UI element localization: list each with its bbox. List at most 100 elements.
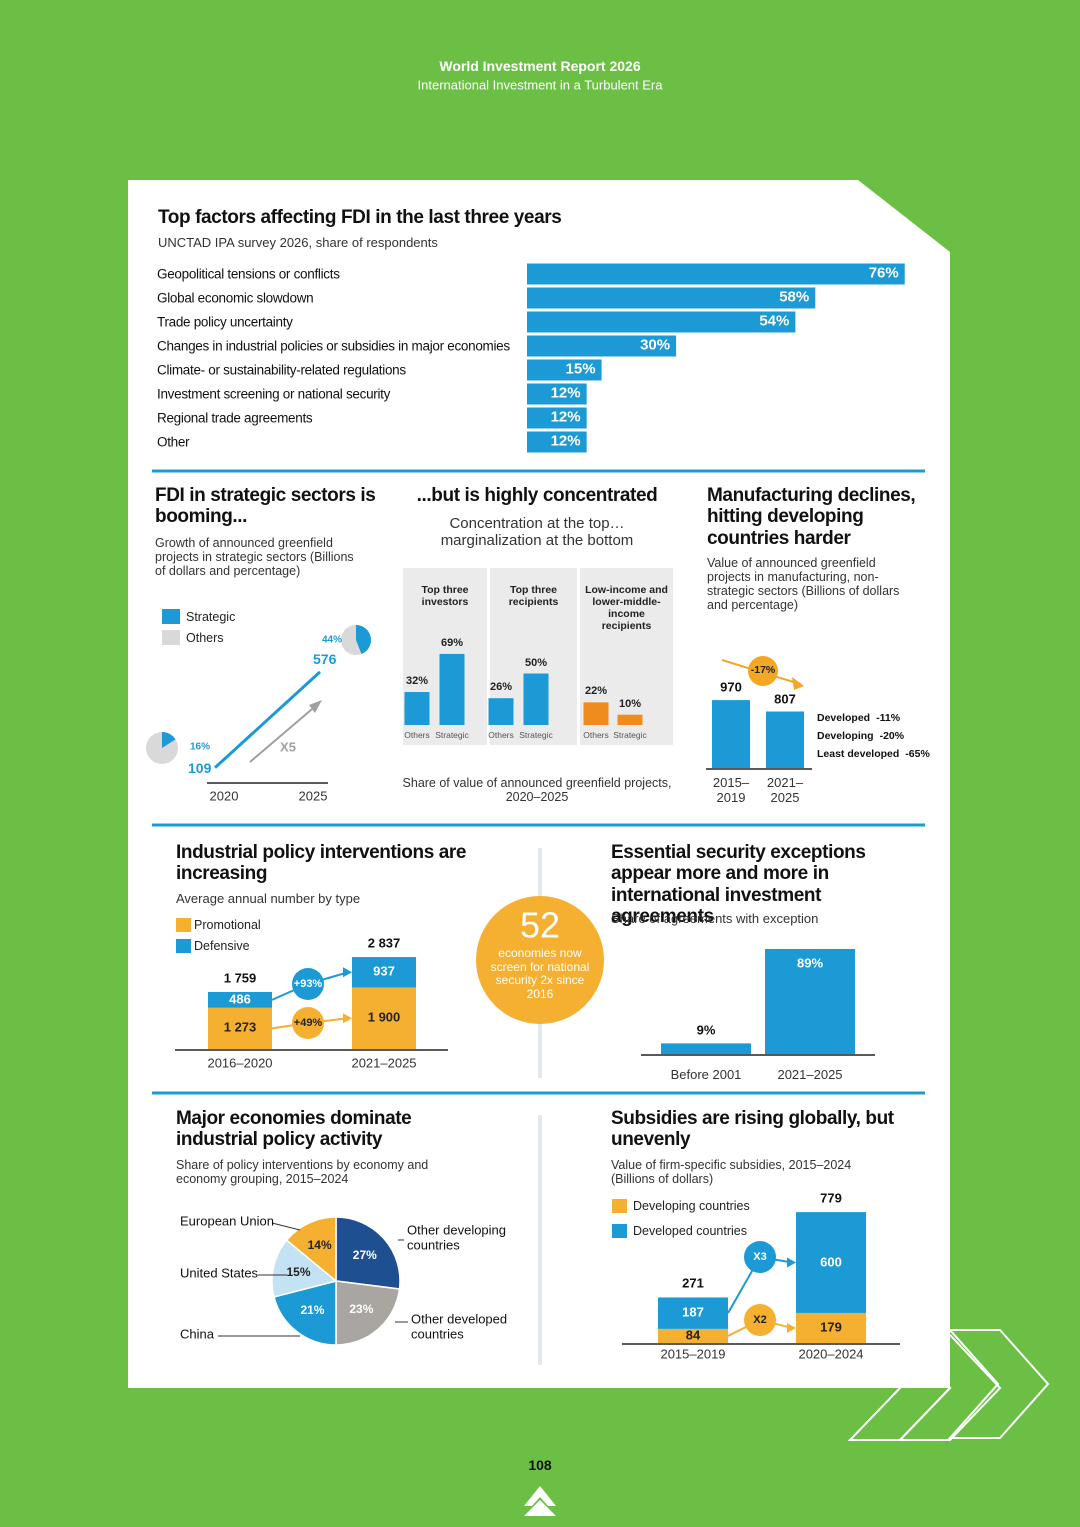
change-arrowhead (787, 1257, 796, 1268)
category-label: 2015–2019 (660, 1346, 726, 1362)
category-label: 2021–2025 (766, 775, 804, 805)
category-label: 2015–2019 (712, 775, 750, 805)
value-label: 12% (550, 408, 581, 426)
bar-segment (208, 992, 272, 1008)
annotation: X5 (280, 739, 296, 755)
slice-label: 27% (352, 1247, 377, 1262)
callout-text: economies now screen for national securi… (490, 946, 590, 1001)
category-label: Climate- or sustainability-related regul… (157, 362, 406, 378)
bar (527, 359, 602, 381)
change-label: -17% (750, 664, 776, 677)
category-label: Geopolitical tensions or conflicts (157, 266, 340, 282)
legend-swatch (162, 609, 180, 624)
total-label: 2 837 (367, 935, 401, 951)
chart-note: Share of value of announced greenfield p… (402, 775, 672, 804)
category-label: Other (157, 434, 190, 450)
group-label: Top three investors (421, 584, 469, 608)
value-label: 15% (565, 360, 596, 378)
legend-swatch (612, 1199, 627, 1213)
bar (661, 1043, 751, 1054)
bar (527, 287, 816, 309)
bar-segment (796, 1212, 866, 1313)
bar (404, 692, 430, 725)
value-label: 9% (696, 1023, 716, 1039)
line (213, 670, 322, 769)
bar-segment (796, 1312, 866, 1343)
bar (527, 431, 587, 453)
growth-arrow (249, 703, 319, 763)
white-panel (128, 180, 950, 1388)
chart-subtitle: Value of announced greenfield projects i… (707, 556, 900, 613)
bar-label: Others (404, 730, 430, 741)
chart-subtitle: UNCTAD IPA survey 2026, share of respond… (158, 235, 438, 250)
category-label: Global economic slowdown (157, 290, 314, 306)
pie-slice (335, 1216, 401, 1290)
breakdown-label: Developing (817, 730, 874, 743)
value-label: 89% (796, 955, 824, 971)
bar (439, 653, 465, 725)
page-number: 108 (528, 1457, 552, 1474)
category-label: Regional trade agreements (157, 410, 313, 426)
change-badge (748, 656, 778, 686)
chart-subtitle: Share of agreements with exception (611, 911, 819, 926)
chevrons (847, 1329, 1050, 1441)
bar (527, 383, 587, 405)
pie-slice (271, 1239, 338, 1298)
value-label: 58% (779, 288, 810, 306)
header-subtitle: International Investment in a Turbulent … (417, 77, 663, 93)
bar (488, 698, 514, 725)
slice-label: 23% (349, 1302, 374, 1317)
bar (712, 700, 750, 768)
slice-label: 21% (300, 1303, 325, 1318)
callout-number: 52 (519, 904, 561, 946)
category-label: Investment screening or national securit… (157, 386, 391, 402)
chart-subtitle: Average annual number by type (176, 891, 361, 906)
bar-label: Strategic (519, 730, 553, 741)
breakdown-row: Developing -20% (817, 730, 905, 743)
value-label: 600 (820, 1254, 842, 1270)
chart-subtitle: Growth of announced greenfield projects … (155, 536, 354, 579)
value-label: 26% (489, 681, 513, 694)
group-label: Top three recipients (508, 584, 559, 608)
total-label: 779 (820, 1190, 842, 1206)
pie-slice (285, 1216, 337, 1283)
category-label: 2021–2025 (351, 1055, 417, 1071)
bar-label: Strategic (613, 730, 647, 741)
bar-segment (208, 1007, 272, 1049)
x-tick-label: 2025 (298, 788, 328, 804)
category-label: Trade policy uncertainty (157, 314, 293, 330)
category-label: Other developed countries (411, 1311, 508, 1341)
chart-subtitle: Value of firm-specific subsidies, 2015–2… (611, 1158, 852, 1187)
value-label: 30% (640, 336, 671, 354)
share-pie-wedge (162, 732, 176, 748)
leader-line (271, 1222, 301, 1231)
bar-label: Others (583, 730, 609, 741)
chart-title: Manufacturing declines, hitting developi… (707, 485, 916, 549)
value-label: 1 273 (223, 1020, 257, 1036)
value-label: 187 (682, 1304, 704, 1320)
value-label: 69% (440, 636, 464, 649)
chart-title: FDI in strategic sectors is booming... (155, 485, 376, 528)
category-label: 2016–2020 (207, 1055, 273, 1071)
change-badge (744, 1241, 776, 1273)
change-arrowhead (787, 1322, 796, 1333)
bar (527, 263, 905, 285)
category-label: Changes in industrial policies or subsid… (157, 338, 510, 354)
up-arrow-icon (524, 1500, 556, 1516)
change-arrowhead (343, 967, 352, 978)
change-label: +93% (293, 977, 323, 990)
total-label: 1 759 (223, 970, 257, 986)
breakdown-change: -20% (879, 730, 905, 743)
change-badge (744, 1304, 776, 1336)
chart-title: Top factors affecting FDI in the last th… (158, 207, 562, 228)
chart-subtitle: Share of policy interventions by economy… (176, 1158, 429, 1187)
change-arrowhead (792, 677, 804, 690)
legend-label: Developing countries (633, 1198, 750, 1213)
legend-label: Promotional (194, 917, 261, 932)
bar-segment (658, 1328, 728, 1343)
breakdown-change: -11% (876, 712, 901, 725)
value-label: 12% (550, 432, 581, 450)
category-label: 2020–2024 (798, 1346, 864, 1362)
breakdown-label: Developed (817, 712, 871, 725)
